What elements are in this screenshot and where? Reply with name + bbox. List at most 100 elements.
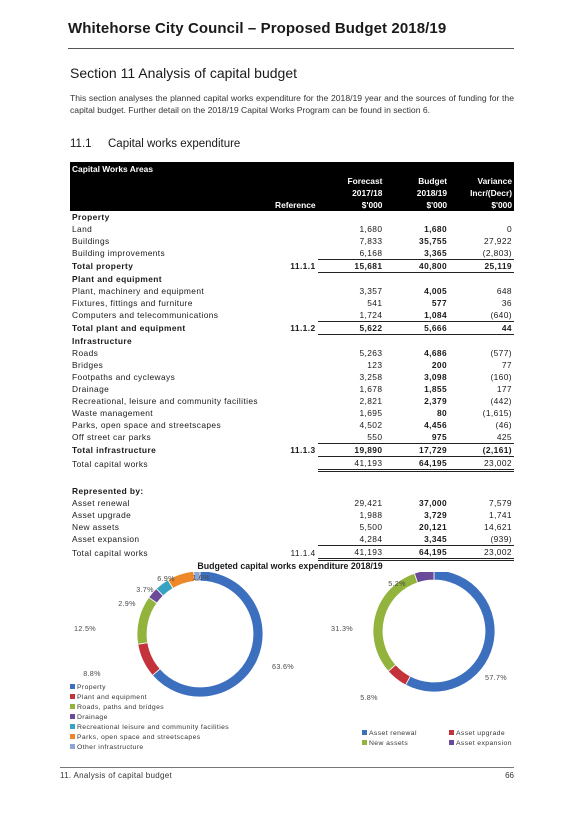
table-row: Property (70, 211, 514, 223)
cell-ref (260, 419, 318, 431)
cell-v: (2,803) (449, 247, 514, 260)
cell-item (70, 471, 260, 486)
donut-slice (193, 572, 201, 582)
subsection-number: 11.1 (70, 138, 92, 150)
table-row: Parks, open space and streetscapes 4,502 4… (70, 419, 514, 431)
column-header: 2018/19 (384, 187, 450, 199)
cell-v (449, 485, 514, 497)
cell-item: Bridges (72, 360, 104, 370)
data-label: 6.9% (157, 574, 175, 583)
cell-item: Total property (72, 261, 134, 271)
legend-entry: Asset expansion (456, 740, 512, 747)
cell-item: Asset renewal (72, 498, 130, 508)
table-header-row: Forecast Budget Variance (70, 175, 514, 187)
cell-f: 1,678 (359, 384, 383, 394)
column-header (70, 199, 260, 211)
legend-swatch (70, 724, 75, 729)
column-header: $'000 (449, 199, 514, 211)
cell-b: 1,084 (384, 309, 450, 322)
cell-v: 23,002 (449, 456, 514, 472)
table-row: Asset upgrade 1,988 3,729 1,741 (70, 509, 514, 521)
cell-v: 27,922 (483, 236, 512, 246)
table-row: Infrastructure (70, 335, 514, 348)
column-header: Variance (449, 175, 514, 187)
data-label: 63.6% (272, 662, 294, 671)
cell-ref: 11.1.3 (290, 445, 316, 455)
cell-ref (260, 335, 318, 348)
cell-ref (260, 273, 318, 286)
cell-ref (260, 297, 318, 309)
cell-b (384, 273, 449, 286)
cell-item: Total capital works (72, 547, 149, 558)
cell-item: Total capital works (72, 458, 149, 469)
legend-swatch (362, 740, 367, 745)
cell-v (449, 273, 514, 286)
legend-swatch (70, 744, 75, 749)
cell-item: Plant and equipment (72, 273, 162, 284)
cell-f: 4,284 (317, 533, 385, 546)
cell-f (318, 485, 385, 497)
table-row: Total property 11.1.1 15,681 40,800 25,119 (70, 259, 514, 273)
cell-ref (260, 509, 318, 521)
legend-swatch (70, 734, 75, 739)
table-row: Waste management 1,695 80 (1,615) (70, 407, 514, 419)
cell-ref (260, 521, 318, 533)
cell-b: 20,121 (419, 522, 448, 532)
table-row: Buildings 7,833 35,755 27,922 (70, 235, 514, 247)
cell-b: 64,195 (384, 545, 450, 561)
cell-b (384, 485, 449, 497)
legend-swatch (70, 694, 75, 699)
footer-rule (60, 767, 514, 768)
column-header: Incr/(Decr) (449, 187, 514, 199)
donut-slice (413, 572, 435, 584)
table-row: Computers and telecommunications 1,724 1,0… (70, 309, 514, 322)
table-row: Drainage 1,678 1,855 177 (70, 383, 514, 395)
cell-v: 177 (496, 384, 512, 394)
donut-slice (136, 596, 158, 645)
cell-ref (260, 533, 318, 546)
cell-item: Buildings (72, 236, 110, 246)
cell-v: (577) (490, 348, 512, 358)
cell-v: (1,615) (482, 408, 512, 418)
cell-v: (46) (495, 420, 512, 430)
table-row: Recreational, leisure and community faci… (70, 395, 514, 407)
donut-slice (137, 642, 161, 676)
cell-item: Total infrastructure (72, 445, 157, 455)
table-row: Bridges 123 200 77 (70, 359, 514, 371)
cell-b: 40,800 (384, 259, 450, 273)
cell-v: 44 (449, 321, 514, 335)
cell-b: 35,755 (419, 236, 448, 246)
cell-item: Infrastructure (72, 335, 133, 346)
section-title: Section 11 Analysis of capital budget (70, 65, 298, 81)
cell-item: New assets (72, 522, 120, 532)
cell-ref (260, 371, 318, 383)
column-header (259, 175, 318, 187)
cell-ref (260, 247, 318, 260)
cell-b: 1,855 (424, 384, 448, 394)
data-label: 31.3% (331, 624, 353, 633)
cell-f: 550 (317, 431, 385, 444)
asset-type-donut-chart: 57.7% 5.8% 31.3% 5.2% (331, 572, 507, 702)
cell-item: Off street car parks (72, 432, 152, 443)
cell-ref (260, 383, 318, 395)
table-heading: Capital Works Areas (70, 162, 514, 175)
cell-v (449, 471, 514, 486)
footer-section-name: 11. Analysis of capital budget (60, 771, 173, 780)
document-header-title: Whitehorse City Council – Proposed Budge… (68, 20, 447, 37)
table-row: Total capital works 11.1.4 41,193 64,195 23,… (70, 545, 514, 561)
cell-b: 80 (436, 408, 448, 418)
cell-ref: 11.1.2 (290, 323, 316, 333)
cell-item: Fixtures, fittings and furniture (72, 298, 193, 308)
header-rule (68, 48, 514, 49)
cell-f: 1,988 (359, 510, 383, 520)
cell-f: 541 (367, 298, 383, 308)
cell-b: 975 (384, 431, 450, 444)
legend-swatch (70, 684, 75, 689)
column-header (259, 187, 318, 199)
cell-item: Property (72, 212, 110, 222)
data-label: 12.5% (74, 624, 96, 633)
cell-item: Plant, machinery and equipment (72, 286, 205, 296)
table-row: Fixtures, fittings and furniture 541 577 36 (70, 297, 514, 309)
cell-item: Asset expansion (72, 534, 140, 545)
capital-works-donut-chart: 63.6% 8.8% 12.5% 2.9%3.7%6.9% 1.6% (74, 572, 294, 698)
